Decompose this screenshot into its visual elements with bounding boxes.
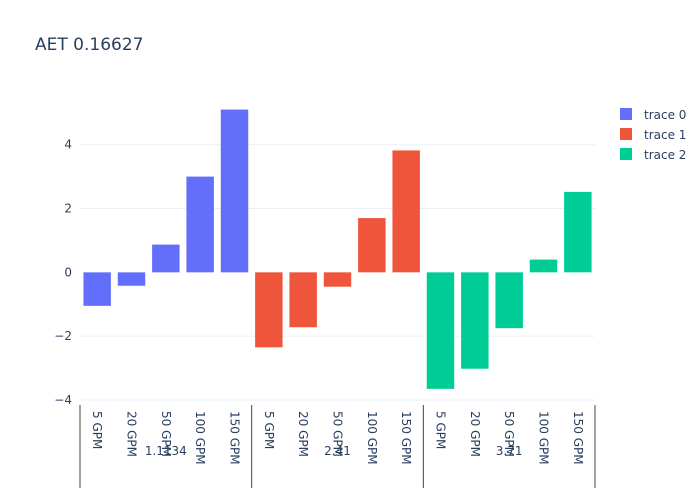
x-tick-label: 50 GPM xyxy=(331,411,345,457)
bar xyxy=(529,259,558,273)
bar xyxy=(564,191,592,273)
x-tick-label: 150 GPM xyxy=(571,411,585,465)
bar xyxy=(220,109,249,273)
y-tick-label: 0 xyxy=(64,265,72,279)
group-label: 2.41 xyxy=(324,444,351,458)
x-tick-label: 20 GPM xyxy=(296,411,310,457)
y-tick-label: 4 xyxy=(64,138,72,152)
legend-swatch xyxy=(620,148,632,160)
legend-swatch xyxy=(620,128,632,140)
bar xyxy=(461,272,489,369)
x-tick-label: 50 GPM xyxy=(502,411,516,457)
legend-item[interactable]: trace 0 xyxy=(620,108,686,122)
y-tick-label: −2 xyxy=(54,329,72,343)
bars xyxy=(83,109,592,389)
legend-item[interactable]: trace 1 xyxy=(620,128,686,142)
legend-label: trace 0 xyxy=(644,108,686,122)
y-tick-label: −4 xyxy=(54,393,72,407)
bar xyxy=(255,272,283,348)
group-label: 1.1134 xyxy=(145,444,187,458)
x-axis: 5 GPM 20 GPM 50 GPM 100 GPM 150 GPM 5 GPM 20 G… xyxy=(79,405,596,488)
x-tick-label: 20 GPM xyxy=(468,411,482,457)
legend-label: trace 2 xyxy=(644,148,686,162)
bar xyxy=(152,244,180,273)
bar xyxy=(289,272,317,328)
y-tick-label: 2 xyxy=(64,202,72,216)
group-label: 3.71 xyxy=(496,444,523,458)
legend-label: trace 1 xyxy=(644,128,686,142)
x-tick-label: 5 GPM xyxy=(434,411,448,449)
bar xyxy=(426,272,455,389)
bar xyxy=(117,272,146,286)
legend[interactable]: trace 0 trace 1 trace 2 xyxy=(620,108,686,162)
x-tick-label: 100 GPM xyxy=(365,411,379,465)
bar xyxy=(323,272,352,287)
x-tick-label: 20 GPM xyxy=(125,411,139,457)
chart-title: AET 0.16627 xyxy=(35,35,143,55)
y-axis: −4 −2 0 2 4 xyxy=(54,138,72,407)
legend-item[interactable]: trace 2 xyxy=(620,148,686,162)
bar xyxy=(186,176,214,273)
bar xyxy=(358,218,386,273)
x-tick-label: 5 GPM xyxy=(90,411,104,449)
x-tick-label: 150 GPM xyxy=(228,411,242,465)
bar xyxy=(495,272,523,329)
x-tick-label: 5 GPM xyxy=(262,411,276,449)
bar xyxy=(83,272,111,306)
x-tick-label: 50 GPM xyxy=(159,411,173,457)
x-tick-label: 150 GPM xyxy=(399,411,413,465)
x-tick-label: 100 GPM xyxy=(537,411,551,465)
legend-swatch xyxy=(620,108,632,120)
x-tick-label: 100 GPM xyxy=(193,411,207,465)
bar xyxy=(392,150,420,273)
